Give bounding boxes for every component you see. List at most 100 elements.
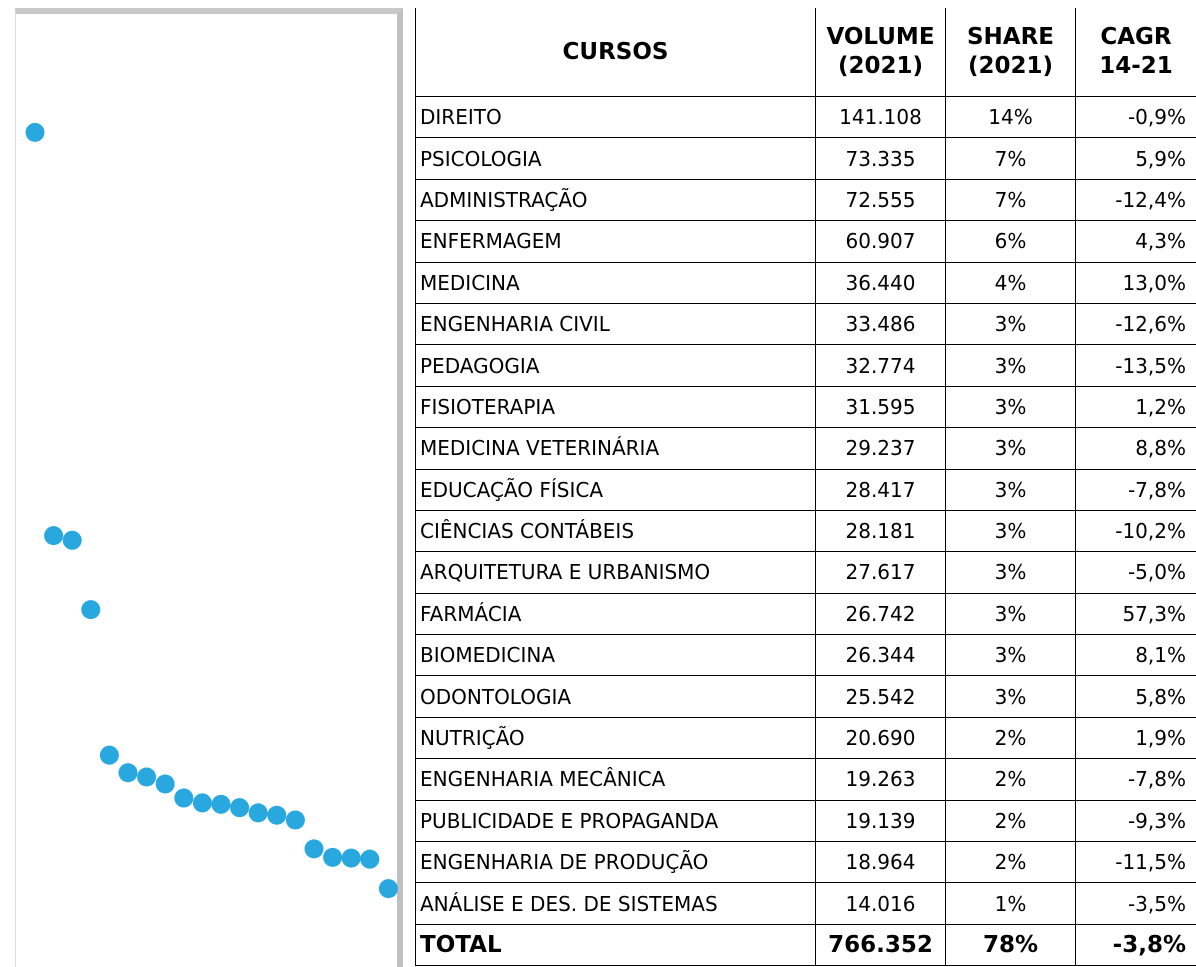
number-cell: 4% [945,261,1076,304]
course-cell: NUTRIÇÃO [415,716,816,760]
number-cell: 2% [945,799,1076,843]
number-cell: 73.335 [815,137,946,180]
number-cell: 26.742 [815,592,946,636]
table-row: PEDAGOGIA 32.774 3% -13,5% [415,344,1196,387]
course-cell: PSICOLOGIA [415,137,816,180]
table-row: ENFERMAGEM 60.907 6% 4,3% [415,220,1196,263]
number-cell: 766.352 [815,923,946,967]
dot [44,526,64,546]
header-text: SHARE [966,24,1055,50]
number-cell: 3% [945,302,1076,346]
number-cell: -3,5% [1075,882,1196,925]
course-cell: FISIOTERAPIA [415,385,816,429]
dot [25,122,45,142]
dot [174,788,194,808]
number-cell: 31.595 [815,385,946,429]
course-cell: MEDICINA VETERINÁRIA [415,427,816,470]
dot [378,879,398,899]
table-row: PSICOLOGIA 73.335 7% 5,9% [415,137,1196,180]
number-cell: 7% [945,178,1076,222]
course-cell: PEDAGOGIA [415,344,816,387]
number-cell: 25.542 [815,675,946,718]
header-cell: CAGR 14-21 [1075,8,1196,97]
course-cell: ANÁLISE E DES. DE SISTEMAS [415,882,816,925]
header-cell: VOLUME (2021) [815,8,946,97]
number-cell: 60.907 [815,220,946,263]
number-cell: 57,3% [1075,592,1196,636]
number-cell: 1,2% [1075,385,1196,429]
dot [304,839,324,859]
number-cell: 28.181 [815,509,946,553]
table-row: MEDICINA 36.440 4% 13,0% [415,261,1196,304]
number-cell: -13,5% [1075,344,1196,387]
number-cell: 2% [945,716,1076,760]
dot [192,793,212,813]
number-cell: 3% [945,509,1076,553]
dot [285,810,305,830]
table-row: ENGENHARIA DE PRODUÇÃO 18.964 2% -11,5% [415,841,1196,884]
number-cell: 26.344 [815,634,946,677]
number-cell: 1,9% [1075,716,1196,760]
number-cell: 29.237 [815,427,946,470]
dot [341,848,361,868]
header-cell: SHARE (2021) [945,8,1076,97]
header-row: CURSOS VOLUME (2021) SHARE (2021) CAGR 14-21 [415,8,1196,97]
number-cell: 20.690 [815,716,946,760]
number-cell: 19.263 [815,758,946,801]
course-cell: ENGENHARIA CIVIL [415,302,816,346]
dot [118,763,138,783]
number-cell: -7,8% [1075,468,1196,511]
number-cell: 3% [945,551,1076,594]
dot [360,849,380,869]
number-cell: 3% [945,468,1076,511]
dot [81,600,101,620]
course-cell: ENFERMAGEM [415,220,816,263]
dot [248,803,268,823]
number-cell: 3% [945,427,1076,470]
table-row: DIREITO 141.108 14% -0,9% [415,95,1196,139]
dot [99,745,119,765]
number-cell: 36.440 [815,261,946,304]
dot [323,847,343,867]
number-cell: 5,8% [1075,675,1196,718]
number-cell: 3% [945,675,1076,718]
course-cell: EDUCAÇÃO FÍSICA [415,468,816,511]
table-row: EDUCAÇÃO FÍSICA 28.417 3% -7,8% [415,468,1196,511]
number-cell: 141.108 [815,95,946,139]
number-cell: 2% [945,841,1076,884]
number-cell: 18.964 [815,841,946,884]
number-cell: 32.774 [815,344,946,387]
number-cell: 78% [945,923,1076,967]
table-row: ENGENHARIA MECÂNICA 19.263 2% -7,8% [415,758,1196,801]
dot [62,530,82,550]
table: CURSOS VOLUME (2021) SHARE (2021) CAGR 14-21 DI… [415,8,1196,967]
number-cell: -5,0% [1075,551,1196,594]
dot [230,798,250,818]
number-cell: 28.417 [815,468,946,511]
course-cell: PUBLICIDADE E PROPAGANDA [415,799,816,843]
number-cell: -10,2% [1075,509,1196,553]
table-row: NUTRIÇÃO 20.690 2% 1,9% [415,716,1196,760]
number-cell: 4,3% [1075,220,1196,263]
course-cell: ENGENHARIA DE PRODUÇÃO [415,841,816,884]
table-row: ADMINISTRAÇÃO 72.555 7% -12,4% [415,178,1196,222]
table-row: ARQUITETURA E URBANISMO 27.617 3% -5,0% [415,551,1196,594]
dot [267,805,287,825]
dot [211,794,231,814]
number-cell: 3% [945,344,1076,387]
number-cell: 7% [945,137,1076,180]
number-cell: -12,6% [1075,302,1196,346]
number-cell: 6% [945,220,1076,263]
table-row: ENGENHARIA CIVIL 33.486 3% -12,6% [415,302,1196,346]
header-text: (2021) [837,53,924,79]
table-row: FARMÁCIA 26.742 3% 57,3% [415,592,1196,636]
course-cell: DIREITO [415,95,816,139]
table-row: CIÊNCIAS CONTÁBEIS 28.181 3% -10,2% [415,509,1196,553]
header-text: CAGR [1100,24,1172,50]
number-cell: 3% [945,385,1076,429]
number-cell: 72.555 [815,178,946,222]
course-cell: ARQUITETURA E URBANISMO [415,551,816,594]
course-cell: FARMÁCIA [415,592,816,636]
number-cell: -11,5% [1075,841,1196,884]
